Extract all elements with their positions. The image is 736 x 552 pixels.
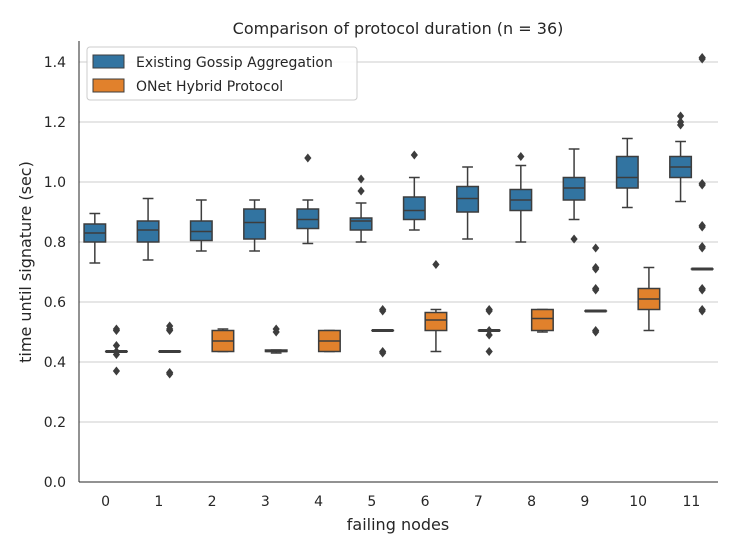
box-onet-7 — [477, 305, 501, 356]
outlier-point — [698, 305, 706, 314]
outlier-point — [485, 347, 493, 356]
box-body — [530, 308, 554, 332]
x-tick-label: 4 — [314, 494, 323, 510]
outlier-point — [698, 53, 706, 62]
x-tick-label: 6 — [421, 494, 430, 510]
legend-frame — [86, 46, 358, 101]
outlier-point — [112, 324, 121, 334]
x-tick-label: 9 — [580, 494, 589, 510]
y-tick-label: 1.4 — [44, 55, 66, 71]
outlier-point — [112, 347, 121, 356]
outlier-point — [357, 186, 365, 196]
outlier-point — [166, 321, 174, 331]
x-tick-label: 0 — [101, 494, 110, 510]
box-gossip-7 — [456, 166, 480, 240]
x-tick-label: 2 — [208, 494, 217, 510]
outlier-point — [432, 260, 440, 269]
outlier-point — [485, 305, 493, 314]
x-tick-label: 3 — [261, 494, 270, 510]
box-layer — [83, 53, 714, 379]
outlier-point — [592, 326, 600, 335]
x-tick-labels: 0 1 2 3 4 5 6 7 8 9 10 11 — [101, 494, 700, 510]
y-tick-label: 0.4 — [44, 355, 66, 371]
box-onet-0 — [104, 324, 128, 376]
outlier-point — [357, 174, 365, 184]
x-axis-label: failing nodes — [347, 515, 449, 534]
outlier-point — [166, 368, 174, 377]
legend-swatch-existing-gossip — [92, 54, 125, 69]
outlier-point — [570, 234, 578, 244]
box-body — [424, 311, 448, 332]
box-gossip-11 — [669, 111, 693, 203]
box-gossip-6 — [402, 150, 426, 231]
y-tick-label: 0.6 — [44, 295, 66, 311]
outlier-point — [592, 284, 600, 293]
x-tick-label: 5 — [367, 494, 376, 510]
box-onet-3 — [264, 324, 288, 354]
box-gossip-4 — [296, 153, 320, 245]
box-onet-6 — [424, 260, 448, 353]
outlier-point — [272, 324, 280, 334]
box-onet-1 — [158, 321, 182, 379]
box-onet-5 — [371, 305, 395, 358]
outlier-point — [592, 243, 600, 253]
spines — [78, 41, 718, 483]
outlier-point — [592, 263, 600, 272]
outlier-point — [112, 366, 121, 376]
x-tick-label: 1 — [154, 494, 163, 510]
box-gossip-8 — [509, 152, 533, 243]
box-onet-8 — [530, 308, 554, 333]
box-body — [136, 220, 160, 243]
y-tick-label: 0.0 — [44, 475, 66, 491]
box-gossip-9 — [562, 148, 586, 244]
box-body — [615, 155, 639, 189]
box-gossip-5 — [349, 174, 373, 243]
y-tick-labels: 0.0 0.2 0.4 0.6 0.8 1.0 1.2 1.4 — [44, 55, 66, 491]
outlier-point — [410, 150, 418, 160]
x-tick-label: 11 — [682, 494, 700, 510]
box-onet-2 — [211, 328, 235, 353]
outlier-point — [698, 284, 706, 293]
y-tick-label: 1.0 — [44, 175, 66, 191]
outlier-point — [698, 179, 706, 188]
y-axis-label: time until signature (sec) — [16, 161, 35, 363]
box-onet-9 — [584, 243, 608, 337]
outlier-point — [698, 221, 706, 230]
y-tick-label: 0.2 — [44, 415, 66, 431]
x-tick-label: 7 — [474, 494, 483, 510]
outlier-point — [698, 242, 706, 251]
y-tick-label: 1.2 — [44, 115, 66, 131]
box-body — [243, 208, 267, 240]
y-tick-label: 0.8 — [44, 235, 66, 251]
x-tick-label: 10 — [629, 494, 647, 510]
x-tick-label: 8 — [527, 494, 536, 510]
outlier-point — [379, 305, 387, 314]
box-gossip-2 — [189, 199, 213, 252]
box-onet-4 — [317, 329, 341, 353]
grid-layer — [79, 61, 718, 483]
outlier-point — [676, 111, 685, 121]
outlier-point — [485, 326, 493, 335]
outlier-point — [517, 152, 525, 161]
outlier-point — [304, 153, 312, 163]
box-body — [349, 217, 373, 231]
outlier-point — [112, 341, 121, 350]
box-body — [402, 196, 426, 221]
box-onet-11 — [690, 53, 714, 316]
box-gossip-0 — [83, 212, 107, 264]
box-onet-10 — [637, 266, 661, 332]
legend-swatch-onet-hybrid — [92, 78, 125, 93]
box-gossip-1 — [136, 197, 160, 261]
legend-label-onet-hybrid: ONet Hybrid Protocol — [136, 79, 283, 95]
legend-label-existing-gossip: Existing Gossip Aggregation — [136, 55, 333, 71]
outlier-point — [379, 347, 387, 356]
box-gossip-3 — [243, 199, 267, 252]
legend: Existing Gossip Aggregation ONet Hybrid … — [86, 46, 358, 101]
chart-title: Comparison of protocol duration (n = 36) — [233, 19, 564, 38]
outlier-point — [676, 117, 685, 127]
box-gossip-10 — [615, 137, 639, 209]
